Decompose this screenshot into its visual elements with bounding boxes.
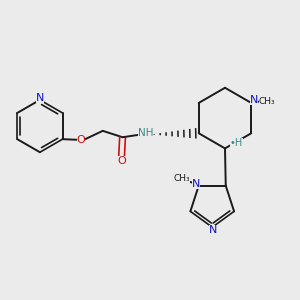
Text: CH₃: CH₃ xyxy=(259,97,275,106)
Text: •H: •H xyxy=(230,138,243,148)
Text: N: N xyxy=(36,93,44,103)
Text: N: N xyxy=(250,95,258,105)
Text: NH: NH xyxy=(138,128,153,138)
Text: N: N xyxy=(209,225,218,235)
Text: N: N xyxy=(192,179,200,189)
Text: O: O xyxy=(77,135,85,145)
Text: CH₃: CH₃ xyxy=(173,174,190,183)
Text: O: O xyxy=(117,155,126,166)
